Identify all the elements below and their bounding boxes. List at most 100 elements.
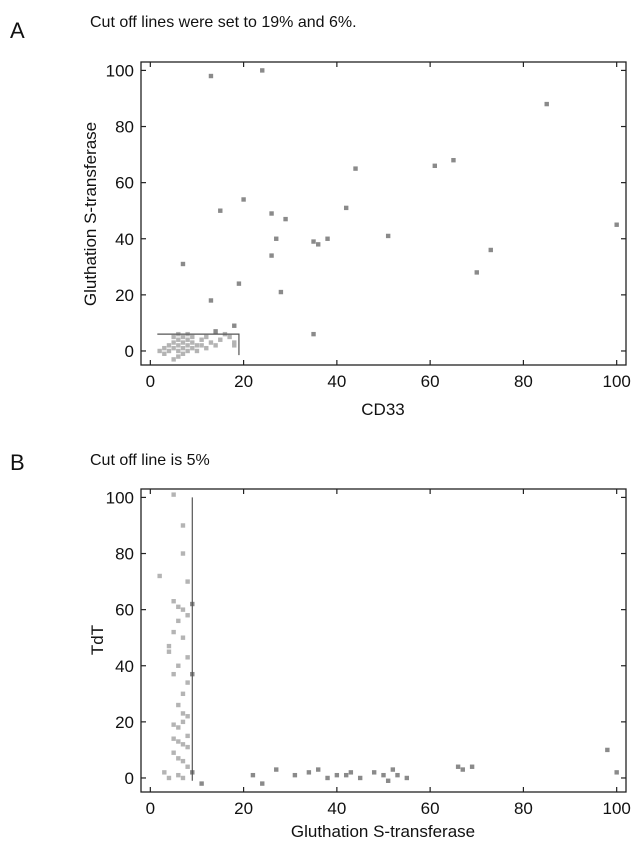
panel-b-data-point: [325, 775, 330, 781]
panel-b-data-point: [171, 736, 176, 741]
panel-a-y-tick-label: 40: [115, 230, 134, 249]
panel-b-data-point: [176, 618, 181, 624]
panel-a-data-point: [190, 340, 195, 345]
panel-a-data-point: [488, 247, 493, 253]
panel-a-x-tick-label: 0: [146, 372, 155, 391]
panel-b-data-point: [171, 722, 176, 727]
panel-a-data-point: [208, 340, 214, 345]
panel-b-data-point: [306, 770, 312, 775]
panel-b-data-point: [176, 772, 181, 778]
panel-b-data-point: [250, 772, 256, 778]
panel-a-data-point: [544, 101, 549, 107]
panel-b-data-point: [180, 551, 186, 556]
panel-b-data-point: [395, 772, 400, 778]
panel-a-data-point: [171, 334, 176, 340]
panel-b-data-point: [176, 756, 181, 761]
panel-b-data-point: [180, 635, 186, 640]
panel-a-data-point: [316, 242, 321, 247]
panel-a-cutoff-lines: [157, 333, 240, 356]
panel-b-data-point: [371, 770, 377, 775]
panel-a-data-point: [311, 331, 316, 337]
panel-b-data-point: [185, 764, 190, 769]
panel-a-data-point: [180, 340, 186, 345]
panel-a-data-point: [614, 222, 619, 227]
panel-b-data-point: [171, 671, 176, 677]
panel-a-data-point: [166, 348, 172, 354]
panel-b-x-tick-label: 80: [514, 799, 533, 818]
panel-b-data-point: [180, 719, 186, 725]
panel-b-data-point: [292, 772, 298, 778]
panel-b-data-point: [176, 604, 181, 610]
panel-b-y-tick-label: 100: [106, 488, 134, 507]
panel-a-data-point: [283, 216, 288, 222]
panel-b-data-point: [274, 767, 279, 772]
panel-a-data-point: [171, 340, 176, 345]
panel-b: B Cut off line is 5% 0 20 40 60 80 100 0 20 40 60…: [10, 450, 631, 841]
panel-b-y-axis-label: TdT: [88, 625, 107, 655]
panel-a-data-point: [199, 337, 204, 342]
panel-a-x-tick-label: 40: [327, 372, 346, 391]
panel-b-x-tick-label: 40: [327, 799, 346, 818]
panel-a-plot-frame: [140, 61, 627, 366]
panel-b-data-point: [357, 775, 363, 781]
panel-a-y-tick-label: 60: [115, 174, 134, 193]
panel-b-data-point: [404, 775, 410, 781]
panel-b-x-tick-label: 60: [421, 799, 440, 818]
panel-a-data-point: [353, 166, 358, 171]
panel-a-x-tick-label: 80: [514, 372, 533, 391]
panel-a-letter: A: [10, 18, 25, 43]
panel-b-data-point: [185, 613, 190, 618]
panel-a-data-point: [204, 334, 209, 340]
panel-b-data-point: [614, 770, 619, 775]
panel-a-data-point: [451, 157, 456, 163]
panel-a-x-tick-label: 100: [602, 372, 630, 391]
panel-a-y-axis-label: Gluthation S-transferase: [81, 122, 100, 306]
panel-a-data-point: [227, 334, 232, 340]
panel-b-data-point: [343, 772, 349, 778]
panel-b-data-point: [260, 781, 265, 786]
panel-a-data-point: [278, 289, 284, 295]
panel-a-data-point: [204, 345, 209, 351]
panel-b-data-point: [171, 629, 176, 635]
panel-b-data-point: [185, 714, 190, 719]
panel-a-data-point: [162, 345, 167, 351]
panel-b-data-point: [180, 742, 186, 747]
panel-a-data-point: [176, 337, 181, 342]
panel-a-data-point: [208, 73, 214, 79]
panel-b-data-point: [176, 739, 181, 744]
panel-b-caption: Cut off line is 5%: [90, 452, 210, 469]
panel-a-y-tick-label: 100: [106, 61, 134, 80]
panel-a-data-point: [474, 270, 479, 275]
panel-b-data-point: [180, 607, 186, 612]
panel-a-data-point: [176, 354, 181, 359]
panel-b-data-point: [334, 772, 340, 778]
panel-b-letter: B: [10, 450, 25, 475]
panel-a-x-tick-label: 60: [421, 372, 440, 391]
panel-b-y-tick-label: 40: [115, 657, 134, 676]
panel-a-cutoff-line: [157, 333, 240, 356]
panel-a-data-point: [325, 236, 330, 241]
panel-a-data-point: [241, 197, 246, 202]
panel-a: A Cut off lines were set to 19% and 6%. …: [10, 14, 631, 419]
panel-a-data-point: [185, 337, 190, 342]
panel-a-data-point: [194, 348, 200, 354]
panel-a-data-point: [343, 205, 349, 211]
panel-a-data-point: [236, 281, 242, 286]
panel-b-data-point: [605, 747, 610, 753]
panel-a-data-point: [269, 253, 274, 258]
panel-a-data-point: [162, 351, 167, 356]
panel-b-data-point: [381, 772, 386, 778]
panel-b-y-tick-label: 60: [115, 601, 134, 620]
panel-b-data-point: [176, 702, 181, 708]
panel-a-data-point: [180, 261, 186, 267]
panel-b-data-point: [171, 492, 176, 497]
panel-b-data-point: [166, 775, 172, 781]
panel-b-data-point: [385, 778, 391, 783]
panel-a-data-point: [185, 343, 190, 348]
panel-b-y-tick-label: 0: [125, 769, 134, 788]
panel-b-data-point: [180, 775, 186, 781]
panel-b-data-point: [185, 579, 190, 584]
panel-a-data-point: [260, 68, 265, 73]
panel-a-data-point: [190, 334, 195, 340]
